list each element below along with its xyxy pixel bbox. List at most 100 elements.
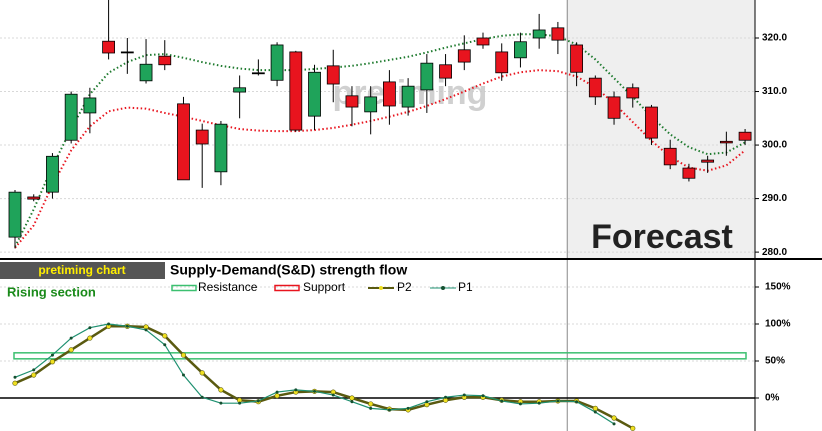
series-marker (275, 390, 279, 394)
series-marker (575, 400, 579, 404)
series-marker (462, 393, 466, 397)
candle-body (663, 147, 677, 166)
candle-body (326, 65, 340, 85)
y-tick-label: 320.0 (762, 33, 787, 44)
series-marker (500, 399, 504, 403)
series-marker (68, 347, 74, 353)
candle-body (439, 64, 452, 79)
series-marker (162, 333, 168, 339)
forecast-shade (567, 0, 755, 258)
legend-symbol (274, 284, 300, 292)
series-marker (13, 375, 17, 379)
candle-body (270, 44, 284, 81)
candle-body (158, 55, 172, 66)
series-marker (369, 406, 373, 410)
y-tick-label: 300.0 (762, 140, 787, 151)
series-marker (406, 406, 410, 410)
series-marker (107, 322, 111, 326)
series-marker (294, 388, 298, 392)
candle-body (120, 51, 134, 54)
series-marker (218, 387, 224, 393)
candle-body (401, 85, 415, 108)
y-tick-label: 0% (765, 393, 780, 404)
series-marker (199, 370, 205, 376)
section-label: Rising section (7, 284, 96, 299)
y-tick-label: 50% (765, 356, 785, 367)
series-marker (49, 359, 56, 365)
y-tick-label: 150% (765, 282, 791, 293)
candle-body (476, 37, 490, 46)
y-tick-label: 100% (765, 319, 791, 330)
candle-body (64, 93, 78, 141)
panel-title: Supply-Demand(S&D) strength flow (170, 262, 407, 278)
series-marker (444, 395, 448, 399)
band-line (14, 33, 746, 248)
candle-body (102, 40, 115, 54)
candle-body (607, 96, 621, 119)
candle-body (233, 87, 247, 93)
series-marker (313, 389, 317, 393)
candle-body (139, 63, 153, 82)
legend-label: Support (303, 280, 346, 294)
forecast-label: Forecast (591, 218, 733, 256)
candle-body (345, 95, 359, 108)
candle-body (514, 41, 527, 59)
series-marker (12, 380, 18, 386)
series-marker (630, 425, 636, 431)
candles (8, 0, 752, 249)
series-marker (32, 368, 36, 372)
candle-body (495, 51, 509, 74)
legend-symbol (441, 286, 445, 290)
series-marker (612, 422, 616, 426)
legend-label: Resistance (198, 280, 258, 294)
band-line (14, 69, 746, 249)
legend-label: P1 (458, 280, 473, 294)
candle-body (626, 87, 640, 99)
candle-body (46, 155, 59, 193)
series-marker (87, 335, 93, 341)
candle-body (289, 51, 303, 131)
plot (12, 322, 747, 431)
series-marker (88, 326, 92, 330)
candle-body (701, 159, 715, 163)
series-marker (349, 395, 355, 401)
series-marker (50, 353, 54, 357)
series-marker (593, 410, 597, 414)
y-tick-label: 290.0 (762, 193, 787, 204)
candle-body (364, 96, 378, 113)
series-marker (350, 400, 354, 404)
legend-symbol (379, 286, 383, 290)
series-marker (256, 399, 260, 403)
candle-body (682, 167, 696, 179)
series-marker (592, 405, 598, 411)
series-marker (518, 402, 522, 406)
legend-label: P2 (397, 280, 412, 294)
oscillator-panel: 0% 50% 100% 150% pretiming chart Supply-Deman… (0, 262, 791, 431)
candle-body (382, 81, 396, 107)
candle-body (27, 196, 41, 200)
legend-symbol (171, 284, 197, 292)
series-marker (387, 408, 391, 412)
candle-body (177, 103, 190, 181)
candle-body (570, 44, 583, 73)
series-marker (238, 401, 242, 405)
series-marker (331, 393, 335, 397)
series-marker (537, 401, 541, 405)
candle-body (532, 29, 546, 39)
candle-body (719, 140, 733, 144)
series-marker (200, 395, 204, 399)
candle-body (420, 62, 434, 91)
candle-body (195, 129, 209, 145)
badge-box (0, 262, 165, 279)
candle-body (588, 77, 602, 98)
candle-body (457, 49, 471, 63)
series-line (14, 324, 634, 430)
series-marker (274, 393, 280, 399)
candle-body (645, 106, 658, 139)
series-marker (368, 401, 374, 407)
series-marker (481, 394, 485, 398)
series-marker (611, 415, 617, 421)
y-tick-label: 280.0 (762, 247, 787, 258)
